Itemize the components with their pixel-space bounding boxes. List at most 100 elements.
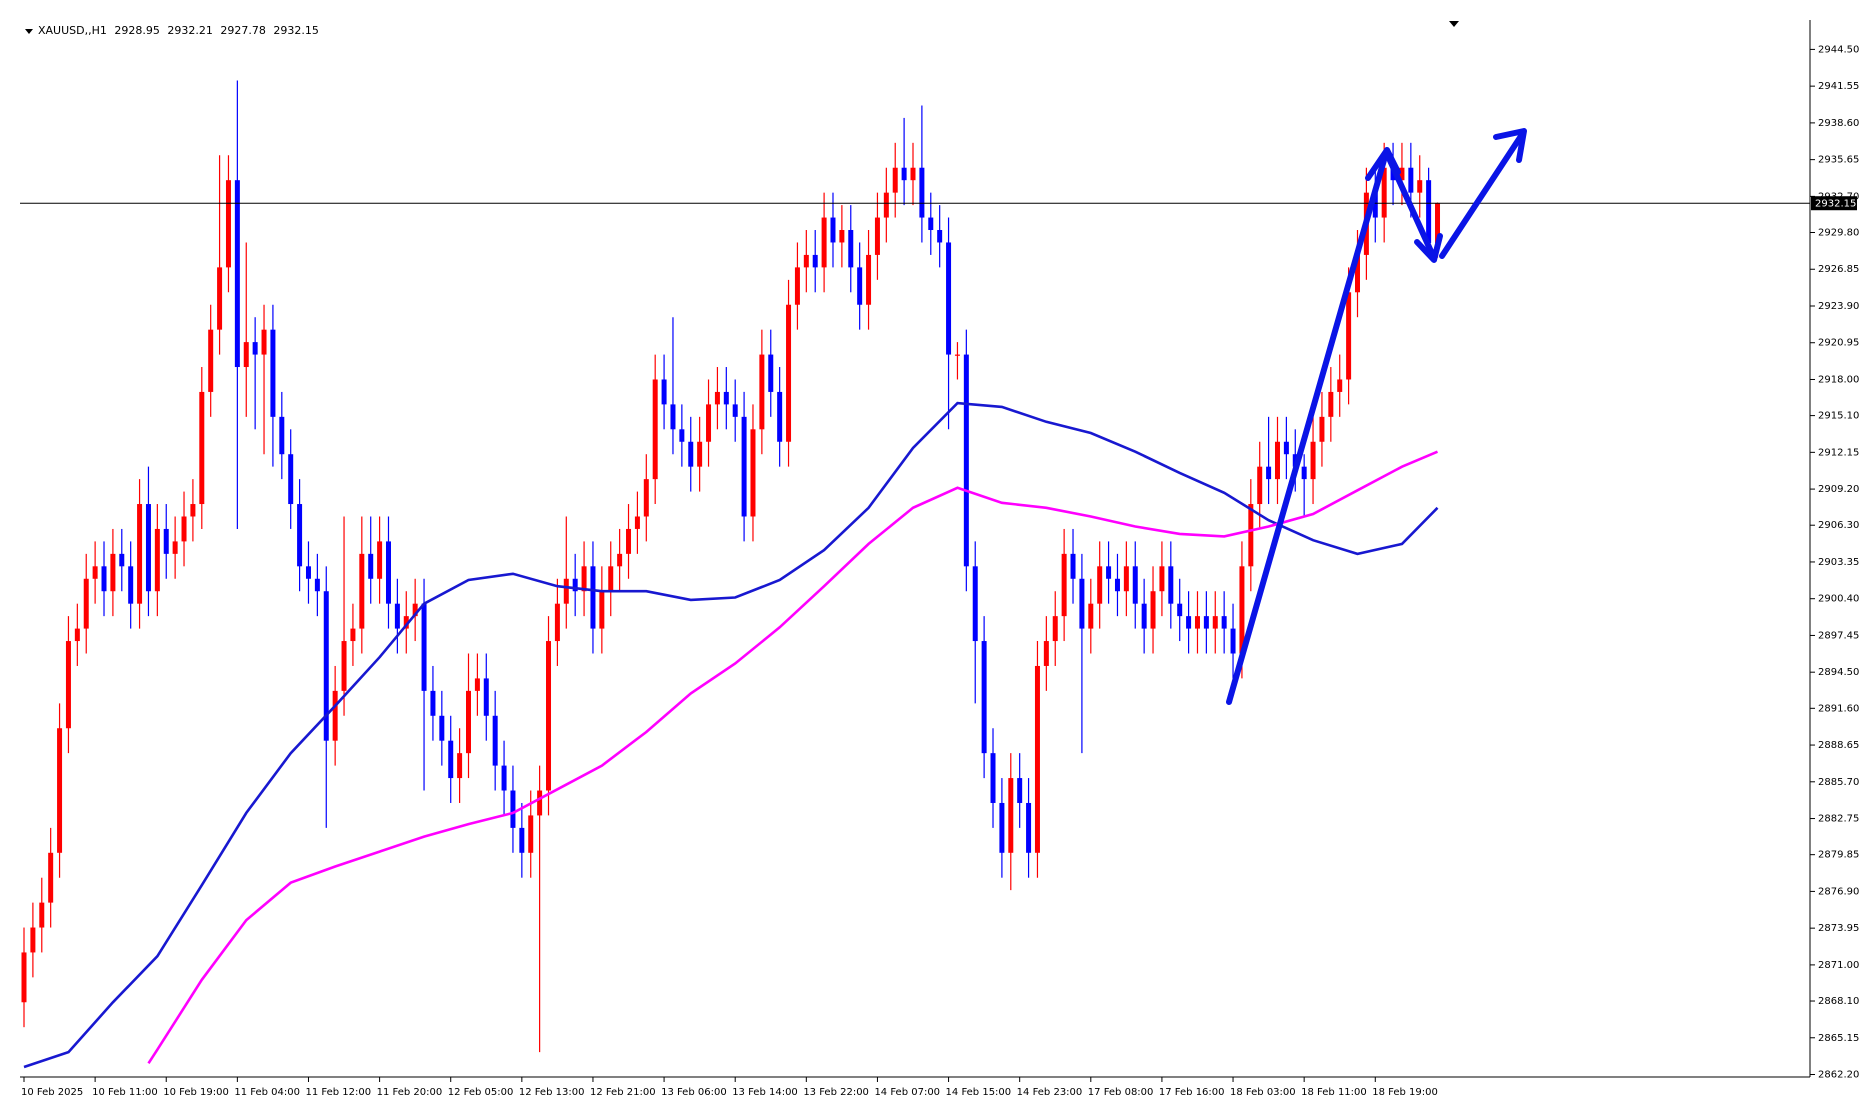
candle-body	[1008, 778, 1014, 853]
candle-body	[1168, 566, 1174, 604]
candle-body	[786, 304, 792, 442]
candle-body	[599, 591, 605, 629]
candle-body	[1186, 616, 1192, 629]
candle-body	[1123, 566, 1129, 592]
x-tick-label: 13 Feb 14:00	[732, 1087, 798, 1098]
candle-body	[848, 230, 854, 268]
candle-body	[297, 504, 303, 567]
candle-body	[1230, 628, 1236, 654]
candle-body	[1355, 254, 1360, 293]
last-low: 2927.78	[220, 24, 266, 37]
x-tick-label: 12 Feb 21:00	[590, 1087, 656, 1098]
candle-body	[830, 217, 836, 243]
candle-body	[546, 641, 552, 791]
candle-body	[670, 404, 676, 430]
y-tick-label: 2891.60	[1818, 703, 1859, 714]
symbol-header: XAUUSD,,H1 2928.95 2932.21 2927.78 2932.…	[24, 24, 323, 37]
candle-body	[794, 267, 800, 305]
y-tick-label: 2909.20	[1818, 484, 1859, 495]
candle-body	[990, 753, 996, 803]
candle-body	[101, 566, 107, 592]
y-tick-label: 2862.20	[1818, 1070, 1859, 1081]
candle-body	[1097, 566, 1103, 604]
candle-body	[999, 802, 1005, 853]
y-tick-label: 2929.80	[1818, 228, 1859, 239]
candle-body	[1141, 603, 1147, 629]
x-tick-label: 10 Feb 2025	[21, 1087, 83, 1098]
candle-body	[1070, 553, 1076, 579]
candle-body	[474, 678, 480, 691]
candle-body	[839, 230, 845, 243]
y-tick-label: 2900.40	[1818, 594, 1859, 605]
candle-body	[341, 641, 347, 691]
candle-body	[1017, 778, 1023, 803]
x-tick-label: 13 Feb 22:00	[803, 1087, 869, 1098]
candle-body	[554, 603, 560, 642]
price-label-box	[1811, 196, 1857, 211]
y-tick-label: 2944.50	[1818, 44, 1859, 55]
candle-body	[1106, 566, 1112, 579]
y-tick-label: 2888.65	[1818, 740, 1859, 751]
candle-body	[910, 167, 916, 181]
candle-body	[1283, 441, 1289, 455]
candle-body	[714, 391, 720, 405]
candle-body	[181, 516, 187, 542]
candle-body	[1043, 641, 1049, 666]
candle-body	[946, 242, 952, 355]
candle-body	[412, 603, 418, 617]
candle-body	[163, 528, 169, 554]
candle-body	[768, 354, 774, 392]
candle-body	[1337, 379, 1343, 392]
candle-body	[590, 566, 596, 629]
candle-body	[57, 728, 63, 853]
candle-body	[1328, 391, 1334, 417]
candle-body	[199, 391, 205, 505]
candle-body	[1061, 553, 1067, 617]
arrow-head	[1414, 233, 1443, 263]
candle-body	[403, 616, 409, 629]
marker-triangle	[1449, 21, 1459, 27]
candle-body	[1310, 441, 1316, 480]
candle-body	[270, 329, 276, 417]
candle-body	[563, 578, 569, 604]
candle-body	[1034, 665, 1040, 853]
candle-body	[857, 267, 863, 305]
candle-body	[421, 603, 427, 691]
candle-body	[1079, 578, 1085, 629]
candle-body	[314, 578, 320, 592]
candle-body	[190, 504, 196, 517]
y-tick-label: 2876.90	[1818, 886, 1859, 897]
candle-body	[172, 541, 178, 554]
candle-body	[350, 628, 356, 642]
moving-average-line	[147, 450, 1439, 1065]
y-tick-label: 2882.75	[1818, 814, 1859, 825]
candle-body	[1381, 167, 1387, 218]
candle-body	[928, 217, 934, 231]
candle-body	[1088, 603, 1094, 629]
y-tick-label: 2906.30	[1818, 520, 1859, 531]
candle-body	[217, 267, 223, 330]
candle-body	[519, 827, 525, 853]
last-close: 2932.15	[273, 24, 319, 37]
hand-drawn-arrows	[1226, 128, 1527, 705]
y-tick-label: 2897.45	[1818, 630, 1859, 641]
menu-triangle	[25, 29, 33, 34]
candle-body	[643, 479, 649, 517]
candle-body	[803, 254, 809, 268]
moving-average-line	[23, 401, 1439, 1069]
x-tick-label: 18 Feb 11:00	[1301, 1087, 1367, 1098]
candle-body	[261, 329, 267, 355]
candle-body	[723, 391, 729, 405]
candle-body	[243, 342, 249, 368]
candle-body	[759, 354, 765, 430]
candle-body	[972, 566, 978, 642]
y-tick-label: 2935.65	[1818, 155, 1859, 166]
y-tick-label: 2941.55	[1818, 81, 1859, 92]
candle-body	[1194, 616, 1200, 629]
candle-body	[1301, 466, 1307, 480]
candle-body	[1266, 466, 1272, 480]
y-tick-label: 2894.50	[1818, 667, 1859, 678]
candle-body	[137, 504, 143, 604]
candle-body	[510, 790, 516, 828]
candle-body	[777, 391, 783, 442]
